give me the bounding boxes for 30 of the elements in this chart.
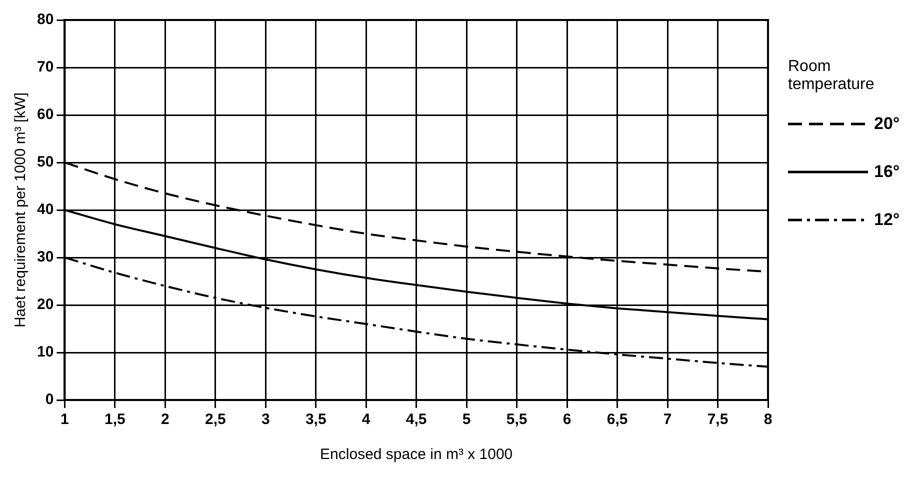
y-tick-label: 80: [36, 11, 54, 28]
y-tick-label: 50: [36, 154, 54, 171]
x-tick-label: 3: [261, 411, 270, 428]
x-tick-label: 8: [764, 411, 772, 428]
x-tick-label: 3,5: [305, 411, 326, 428]
y-tick-label: 70: [36, 58, 54, 76]
x-tick-label: 6,5: [606, 411, 628, 428]
x-tick-label: 2,5: [204, 411, 226, 428]
x-tick-label: 7: [663, 411, 672, 428]
x-tick-label: 6: [562, 411, 572, 428]
y-tick-label: 20: [36, 296, 54, 314]
legend-label: 12°: [874, 210, 900, 230]
x-tick-label: 4,5: [406, 411, 427, 428]
legend-title: Room temperature: [788, 58, 876, 94]
x-tick-label: 1,5: [104, 411, 126, 428]
x-tick-label: 2: [160, 411, 170, 428]
y-tick-label: 60: [36, 106, 54, 124]
y-tick-label: 0: [45, 391, 54, 408]
x-tick-label: 5: [462, 411, 471, 428]
x-axis-title: Enclosed space in m³ x 1000: [320, 446, 513, 464]
x-tick-label: 5,5: [506, 411, 528, 428]
x-tick-label: 7,5: [707, 411, 728, 428]
x-tick-label: 1: [60, 411, 69, 428]
y-axis-title: Haet requirement per 1000 m³ [kW]: [12, 92, 30, 328]
y-tick-label: 40: [36, 201, 54, 218]
y-tick-label: 10: [36, 344, 54, 361]
legend-label: 20°: [874, 114, 900, 134]
legend-label: 16°: [874, 162, 900, 182]
x-tick-label: 4: [362, 411, 371, 428]
y-tick-label: 30: [36, 248, 54, 266]
